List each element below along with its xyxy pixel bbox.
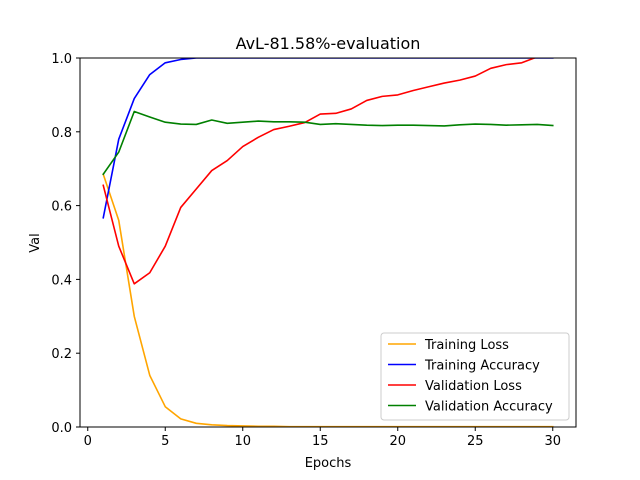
series-line-2 bbox=[102, 58, 554, 219]
y-tick-label: 0.0 bbox=[51, 421, 72, 436]
series-line-3 bbox=[102, 58, 537, 285]
y-tick-label: 0.4 bbox=[51, 273, 72, 288]
series-line-4 bbox=[102, 110, 554, 176]
legend-box bbox=[380, 332, 570, 421]
x-tick-label: 15 bbox=[312, 434, 329, 449]
y-axis-label: Val bbox=[28, 233, 43, 252]
x-tick-label: 25 bbox=[467, 434, 484, 449]
legend-label: Validation Accuracy bbox=[425, 400, 553, 415]
x-tick-label: 10 bbox=[234, 434, 251, 449]
legend-label: Validation Loss bbox=[425, 379, 522, 394]
y-tick-label: 0.2 bbox=[51, 347, 72, 362]
chart-title: AvL-81.58%-evaluation bbox=[236, 34, 421, 53]
y-tick-label: 0.8 bbox=[51, 126, 72, 141]
plot-frame bbox=[79, 57, 577, 428]
legend-label: Training Accuracy bbox=[424, 359, 540, 374]
y-tick-label: 1.0 bbox=[51, 52, 72, 67]
legend: Training Loss Training Accuracy Validation… bbox=[380, 332, 570, 421]
axes: 0 5 10 15 20 25 30 0.0 0.2 0.4 0.6 0.8 1.0 bbox=[51, 52, 577, 449]
y-tick-label: 0.6 bbox=[51, 200, 72, 215]
legend-label: Training Loss bbox=[424, 338, 509, 353]
x-axis-label: Epochs bbox=[305, 456, 352, 471]
x-tick-label: 5 bbox=[161, 434, 169, 449]
x-tick-label: 20 bbox=[389, 434, 406, 449]
x-tick-label: 30 bbox=[544, 434, 561, 449]
x-tick-label: 0 bbox=[84, 434, 92, 449]
